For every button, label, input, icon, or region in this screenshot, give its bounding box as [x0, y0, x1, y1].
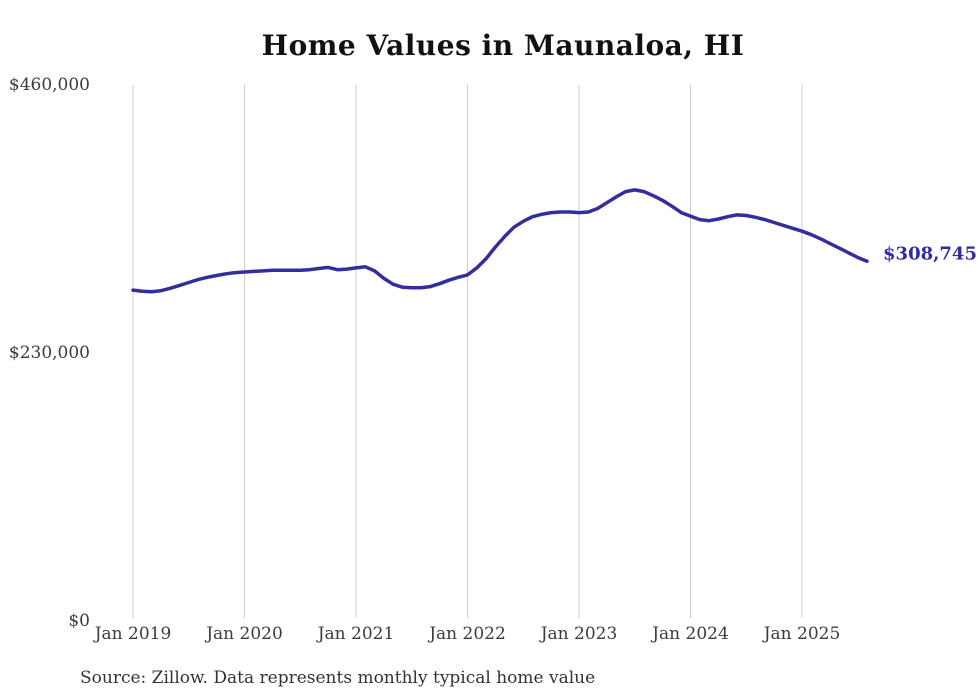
chart-title: Home Values in Maunaloa, HI	[261, 29, 745, 62]
x-axis-tick-label: Jan 2021	[317, 624, 395, 644]
home-value-series-line	[131, 188, 869, 294]
x-axis-tick-label: Jan 2023	[540, 624, 618, 644]
y-axis-tick-label: $230,000	[8, 343, 90, 363]
last-value-label: $308,745	[883, 243, 977, 265]
x-axis-tick-label: Jan 2025	[763, 624, 841, 644]
x-axis-tick-label: Jan 2019	[94, 624, 172, 644]
y-axis-tick-label: $460,000	[8, 75, 90, 95]
x-axis-tick-label: Jan 2022	[429, 624, 506, 644]
source-note: Source: Zillow. Data represents monthly …	[80, 668, 596, 688]
y-axis-tick-label: $0	[68, 611, 90, 631]
x-axis-tick-label: Jan 2024	[652, 624, 729, 644]
x-axis-tick-label: Jan 2020	[206, 624, 283, 644]
